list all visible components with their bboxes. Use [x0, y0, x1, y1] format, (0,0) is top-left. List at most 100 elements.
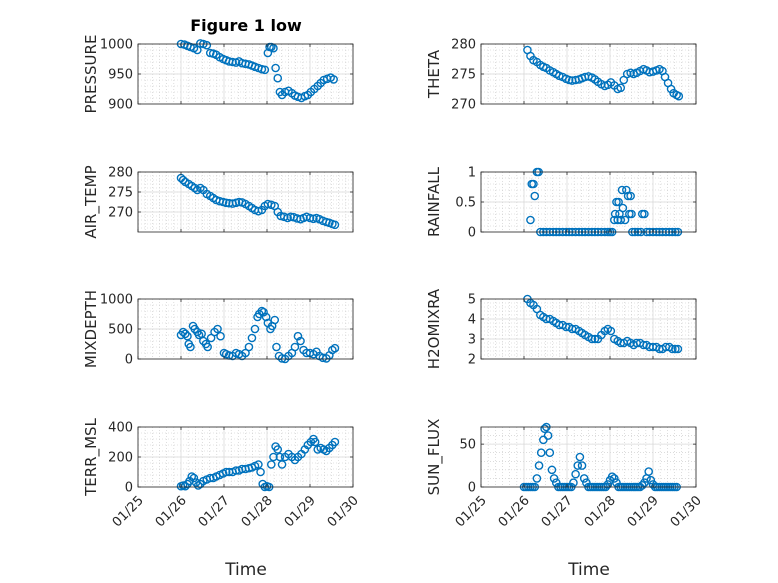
h2omixra-point	[671, 344, 680, 354]
terr_msl-point	[231, 466, 241, 475]
air_temp-point	[330, 220, 340, 230]
sun_flux-point	[644, 467, 654, 476]
mixdepth-ytick-label: 500	[108, 323, 133, 338]
subplot-h2omixra: 2 3 4 5 H2OMIXRA	[425, 288, 697, 369]
theta-ytick-label: 280	[451, 38, 476, 53]
terr_msl-point	[275, 452, 285, 462]
terr_msl-point	[221, 467, 231, 477]
sun_flux-point	[637, 480, 647, 490]
mixdepth-point	[257, 306, 267, 316]
subplot-rainfall: 0 0.5 1 RAINFALL	[425, 166, 697, 241]
terr_msl-point	[193, 481, 203, 490]
rainfall-point	[526, 215, 535, 225]
subplot-theta: 270 275 280 THETA	[425, 38, 697, 113]
mixdepth-point	[261, 312, 271, 322]
xlabel-left: Time	[224, 560, 267, 580]
sun_flux-minor-grid	[481, 427, 696, 487]
sun_flux-point	[543, 431, 553, 440]
mixdepth-point	[247, 333, 257, 343]
sun_flux-ylabel: SUN_FLUX	[425, 419, 444, 496]
sun_flux-point	[575, 452, 585, 462]
h2omixra-minor-grid	[481, 299, 696, 359]
h2omixra-axes-box	[480, 298, 697, 360]
sun_flux-point	[577, 461, 587, 470]
mixdepth-point	[216, 331, 225, 341]
rainfall-point	[618, 203, 628, 213]
mixdepth-point	[183, 331, 192, 341]
sun_flux-point	[579, 474, 589, 483]
theta-series	[523, 45, 684, 101]
mixdepth-point	[272, 342, 281, 352]
h2omixra-point	[590, 334, 600, 344]
h2omixra-point	[587, 334, 597, 344]
sun_flux-point	[603, 480, 613, 489]
sun_flux-point	[540, 424, 549, 434]
rainfall-point	[529, 179, 538, 189]
sun_flux-point	[573, 461, 583, 470]
terr_msl-point	[310, 437, 320, 447]
terr_msl-point	[256, 467, 265, 477]
rainfall-ytick-label: 0	[468, 226, 476, 241]
pressure-point	[329, 75, 338, 84]
air_temp-ytick-label: 270	[108, 206, 133, 221]
mixdepth-ytick-label: 1000	[100, 293, 133, 308]
pressure-point	[269, 43, 278, 53]
pressure-ytick-label: 950	[108, 68, 133, 83]
pressure-series	[176, 39, 338, 103]
terr_msl-point	[266, 460, 276, 469]
mixdepth-point	[330, 343, 340, 353]
h2omixra-ytick-label: 3	[468, 333, 476, 348]
air_temp-ylabel: AIR_TEMP	[82, 165, 101, 238]
mixdepth-point	[213, 324, 222, 334]
rainfall-ytick-label: 1	[468, 166, 476, 181]
rainfall-point	[610, 215, 619, 225]
air_temp-ytick-label: 280	[108, 166, 133, 181]
pressure-point	[202, 40, 212, 50]
sun_flux-point	[610, 474, 619, 483]
sun_flux-point	[539, 435, 548, 445]
sun_flux-point	[582, 478, 591, 488]
air_temp-point	[305, 213, 315, 223]
h2omixra-point	[673, 344, 683, 354]
air_temp-point	[292, 214, 302, 223]
sun_flux-point	[532, 474, 542, 483]
theta-point	[616, 83, 626, 93]
rainfall-point	[623, 191, 633, 201]
rainfall-point	[620, 215, 630, 225]
sun_flux-point	[545, 448, 555, 458]
pressure-point	[273, 73, 283, 83]
rainfall-ytick-label: 0.5	[455, 196, 476, 211]
sun_flux-point	[547, 465, 557, 475]
theta-point	[674, 91, 684, 101]
air_temp-point	[178, 175, 188, 185]
air_temp-minor-grid	[138, 172, 353, 232]
mixdepth-point	[186, 342, 195, 352]
sun_flux-point	[536, 448, 546, 458]
rainfall-ylabel: RAINFALL	[425, 166, 443, 237]
terr_msl-point	[273, 445, 283, 454]
theta-ytick-label: 275	[451, 68, 476, 83]
terr_msl-point	[254, 460, 263, 469]
rainfall-point	[627, 209, 636, 219]
mixdepth-point	[290, 342, 300, 352]
pressure-point	[271, 63, 280, 73]
air_temp-axes-box	[137, 171, 354, 233]
rainfall-point	[530, 191, 540, 201]
mixdepth-ylabel: MIXDEPTH	[82, 290, 100, 368]
sun_flux-point	[607, 472, 617, 482]
h2omixra-point	[606, 326, 616, 336]
theta-ylabel: THETA	[425, 49, 443, 99]
terr_msl-point	[277, 460, 287, 469]
mixdepth-point	[203, 342, 212, 352]
mixdepth-point	[296, 336, 305, 346]
terr_msl-point	[269, 452, 278, 462]
mixdepth-point	[259, 307, 268, 317]
mixdepth-series	[176, 306, 340, 364]
sun_flux-ytick-label: 0	[468, 481, 476, 496]
h2omixra-ylabel: H2OMIXRA	[425, 288, 443, 369]
terr_msl-point	[189, 473, 199, 483]
sun_flux-point	[569, 478, 578, 488]
